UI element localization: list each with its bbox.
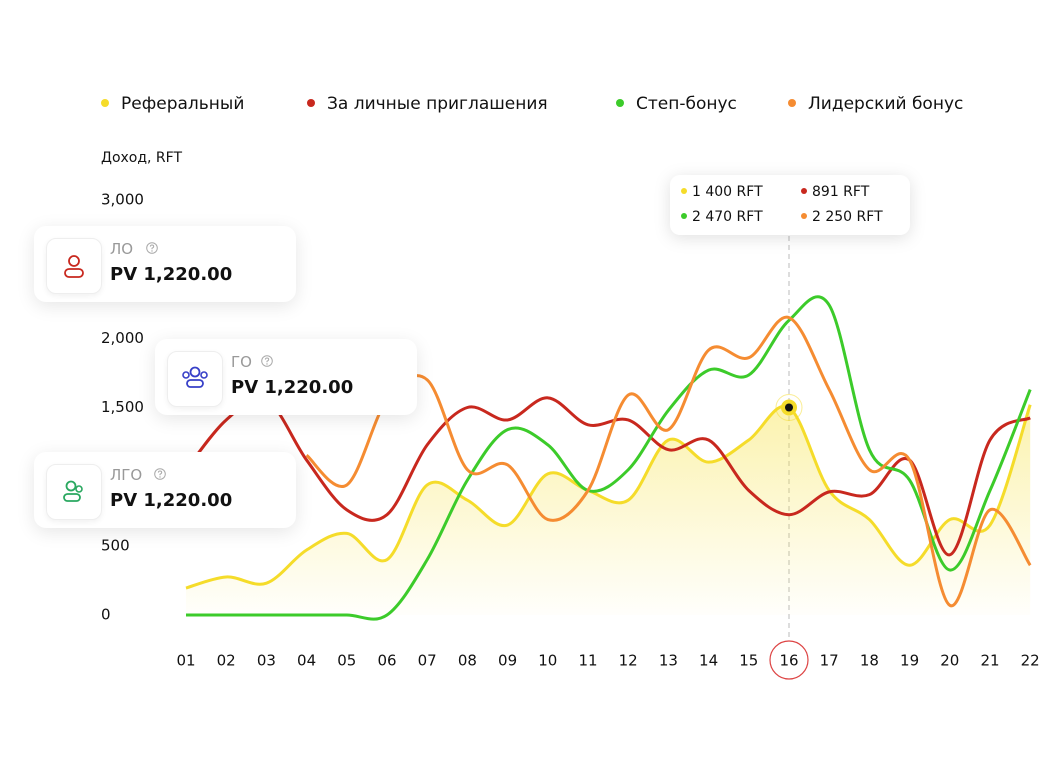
- line: [305, 315, 1032, 607]
- x-tick-label: 14: [699, 652, 718, 670]
- tooltip-value: 2 250 RFT: [812, 209, 883, 225]
- x-tick-label: 13: [659, 652, 678, 670]
- x-tick-label: 21: [980, 652, 999, 670]
- x-highlight: [769, 640, 809, 680]
- x-tick-label: 11: [578, 652, 597, 670]
- line: [185, 404, 1032, 590]
- y-tick-label: 0: [101, 606, 111, 624]
- legend-dot: [788, 99, 796, 107]
- x-tick-label: 10: [538, 652, 557, 670]
- x-tick-label: 05: [337, 652, 356, 670]
- card-icon: [46, 238, 102, 294]
- card-icon: [46, 464, 102, 520]
- x-tick-label: 19: [900, 652, 919, 670]
- card-label: ГО: [231, 353, 252, 371]
- legend-dot: [101, 99, 109, 107]
- x-tick-label: 03: [257, 652, 276, 670]
- x-tick-label: 06: [377, 652, 396, 670]
- x-tick-label: 07: [418, 652, 437, 670]
- tooltip-dot: [681, 188, 687, 194]
- card-value: PV 1,220.00: [110, 490, 233, 511]
- y-axis-title: Доход, RFT: [101, 150, 182, 166]
- legend-dot: [616, 99, 624, 107]
- y-tick-label: 3,000: [101, 191, 144, 209]
- legend-label: Лидерский бонус: [808, 94, 963, 114]
- x-tick-label: 02: [217, 652, 236, 670]
- legend-dot: [307, 99, 315, 107]
- legend-label: Степ-бонус: [636, 94, 737, 114]
- x-tick-label: 17: [820, 652, 839, 670]
- y-tick-label: 500: [101, 536, 130, 554]
- tooltip-dot: [801, 213, 807, 219]
- x-tick-label: 22: [1021, 652, 1040, 670]
- legend-label: За личные приглашения: [327, 94, 548, 114]
- stat-card: ЛО PV 1,220.00: [34, 226, 296, 302]
- card-value: PV 1,220.00: [231, 377, 354, 398]
- card-icon: [167, 351, 223, 407]
- x-tick-label: 08: [458, 652, 477, 670]
- card-value: PV 1,220.00: [110, 264, 233, 285]
- card-label: ЛО: [110, 240, 134, 258]
- tooltip-dot: [681, 213, 687, 219]
- x-tick-label: 15: [739, 652, 758, 670]
- x-tick-label: 12: [619, 652, 638, 670]
- help-icon[interactable]: [261, 355, 273, 367]
- x-tick-label: 18: [860, 652, 879, 670]
- tooltip-value: 891 RFT: [812, 184, 870, 200]
- point-halo: [775, 394, 803, 421]
- x-tick-label: 20: [940, 652, 959, 670]
- tooltip: [670, 175, 910, 235]
- card-label: ЛГО: [110, 466, 143, 484]
- y-tick-label: 1,500: [101, 398, 144, 416]
- help-icon[interactable]: [146, 242, 158, 254]
- y-tick-label: 2,000: [101, 329, 144, 347]
- tooltip-value: 2 470 RFT: [692, 209, 763, 225]
- tooltip-value: 1 400 RFT: [692, 184, 763, 200]
- point-core: [785, 403, 793, 412]
- x-tick-label: 01: [176, 652, 195, 670]
- area: [186, 404, 1031, 615]
- help-icon[interactable]: [154, 468, 166, 480]
- x-tick-label: 04: [297, 652, 316, 670]
- x-tick-label: 09: [498, 652, 517, 670]
- stat-card: ГО PV 1,220.00: [155, 339, 417, 415]
- stat-card: ЛГО PV 1,220.00: [34, 452, 296, 528]
- line: [185, 295, 1032, 621]
- tooltip-dot: [801, 188, 807, 194]
- legend-label: Реферальный: [121, 94, 244, 114]
- x-tick-label: 16: [779, 652, 798, 670]
